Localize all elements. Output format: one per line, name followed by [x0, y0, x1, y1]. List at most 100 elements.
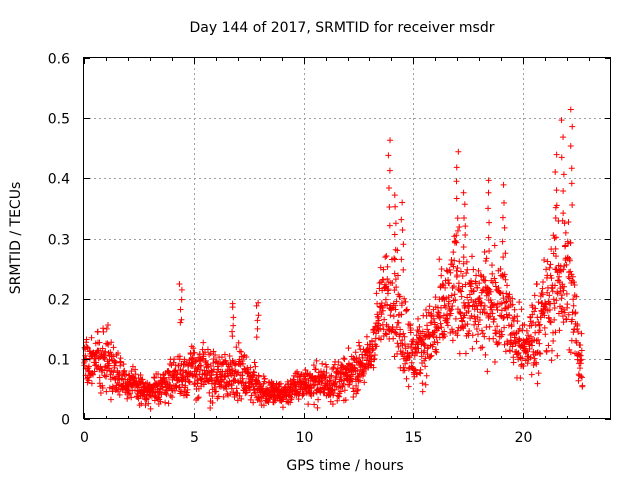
- data-point: [532, 329, 539, 336]
- data-point: [363, 333, 370, 340]
- data-point: [449, 337, 456, 344]
- data-point: [243, 389, 250, 396]
- data-point: [460, 325, 467, 332]
- data-point: [573, 293, 580, 300]
- data-point: [519, 355, 526, 362]
- data-point: [395, 319, 402, 326]
- data-point: [578, 373, 585, 380]
- data-point: [155, 370, 162, 377]
- data-point: [96, 339, 103, 346]
- data-point: [575, 377, 582, 384]
- data-point: [546, 292, 553, 299]
- data-point: [88, 380, 95, 387]
- data-point: [447, 307, 454, 314]
- scatter-points: [81, 106, 586, 412]
- data-point: [538, 290, 545, 297]
- data-point: [535, 370, 542, 377]
- data-point: [391, 256, 398, 263]
- data-point: [313, 377, 320, 384]
- data-point: [374, 313, 381, 320]
- data-point: [461, 215, 468, 222]
- data-point: [99, 345, 106, 352]
- data-point: [251, 369, 258, 376]
- data-point: [373, 290, 380, 297]
- data-point: [392, 203, 399, 210]
- data-point: [187, 351, 194, 358]
- data-point: [441, 302, 448, 309]
- data-point: [380, 276, 387, 283]
- data-point: [247, 364, 254, 371]
- data-point: [400, 241, 407, 248]
- data-point: [509, 295, 516, 302]
- data-point: [453, 164, 460, 171]
- data-point: [210, 348, 217, 355]
- data-point: [444, 316, 451, 323]
- data-point: [483, 255, 490, 262]
- data-point: [540, 278, 547, 285]
- data-point: [83, 344, 90, 351]
- data-point: [389, 280, 396, 287]
- data-point: [502, 250, 509, 257]
- data-point: [565, 311, 572, 318]
- data-point: [469, 345, 476, 352]
- data-point: [157, 398, 164, 405]
- data-point: [403, 306, 410, 313]
- data-point: [571, 282, 578, 289]
- data-point: [560, 171, 567, 178]
- data-point: [337, 374, 344, 381]
- data-point: [202, 349, 209, 356]
- data-point: [577, 360, 584, 367]
- data-point: [386, 167, 393, 174]
- data-point: [556, 273, 563, 280]
- data-point: [403, 307, 410, 314]
- data-point: [517, 375, 524, 382]
- data-point: [547, 318, 554, 325]
- data-point: [249, 372, 256, 379]
- data-point: [383, 331, 390, 338]
- data-point: [501, 305, 508, 312]
- data-point: [194, 380, 201, 387]
- data-point: [569, 123, 576, 130]
- y-tick-label: 0.1: [48, 353, 70, 369]
- data-point: [514, 350, 521, 357]
- data-point: [474, 284, 481, 291]
- data-point: [416, 369, 423, 376]
- data-point: [192, 373, 199, 380]
- data-point: [553, 266, 560, 273]
- data-point: [389, 326, 396, 333]
- data-point: [85, 377, 92, 384]
- data-point: [457, 268, 464, 275]
- data-point: [543, 301, 550, 308]
- data-point: [533, 361, 540, 368]
- data-point: [558, 154, 565, 161]
- data-point: [401, 295, 408, 302]
- data-point: [103, 388, 110, 395]
- data-point: [162, 399, 169, 406]
- data-point: [433, 346, 440, 353]
- data-point: [441, 328, 448, 335]
- data-point: [428, 352, 435, 359]
- data-point: [414, 349, 421, 356]
- data-point: [405, 343, 412, 350]
- data-point: [438, 304, 445, 311]
- data-point: [398, 216, 405, 223]
- data-point: [423, 372, 430, 379]
- data-point: [456, 350, 463, 357]
- data-point: [392, 276, 399, 283]
- data-point: [500, 181, 507, 188]
- data-point: [230, 322, 237, 329]
- data-point: [430, 315, 437, 322]
- data-point: [302, 367, 309, 374]
- data-point: [401, 341, 408, 348]
- data-point: [426, 303, 433, 310]
- data-point: [469, 332, 476, 339]
- data-point: [578, 330, 585, 337]
- data-point: [545, 315, 552, 322]
- data-point: [505, 322, 512, 329]
- data-point: [392, 246, 399, 253]
- data-point: [456, 224, 463, 231]
- data-point: [400, 266, 407, 273]
- data-point: [536, 327, 543, 334]
- data-point: [362, 363, 369, 370]
- data-point: [539, 291, 546, 298]
